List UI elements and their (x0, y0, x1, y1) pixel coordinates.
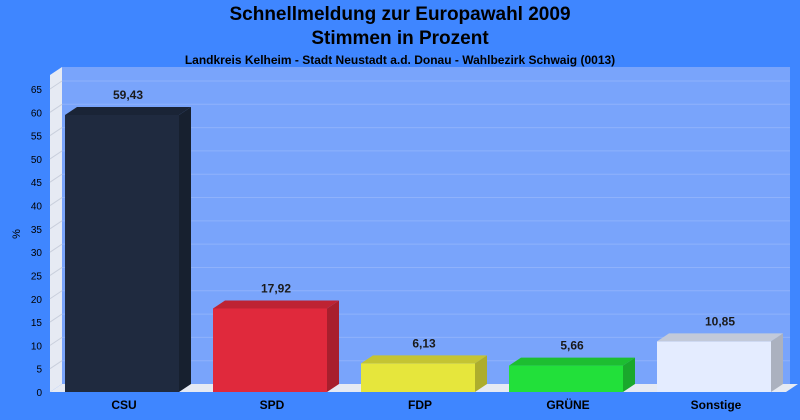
gridline-side (49, 220, 63, 230)
y-axis-ticks: 0 5 10 15 20 25 30 35 40 45 50 55 60 65 (31, 85, 43, 399)
bar-grüne (509, 357, 635, 392)
y-tick-label: 0 (36, 388, 42, 399)
gridline-side (49, 267, 63, 276)
bar-side (623, 357, 635, 392)
gridline-side (49, 313, 63, 323)
gridline-side (49, 336, 63, 346)
y-tick-label: 25 (31, 271, 43, 282)
bar-top (65, 106, 191, 115)
bar-sonstige (657, 333, 783, 392)
bar-top (657, 333, 783, 342)
y-tick-label: 10 (31, 341, 43, 352)
gridline-side (49, 103, 63, 113)
value-label: 17,92 (261, 281, 291, 295)
gridline-side (49, 197, 63, 206)
gridline-side (49, 360, 63, 370)
bar-fdp (361, 355, 487, 392)
y-tick-label: 20 (31, 295, 43, 306)
bar-front (509, 365, 623, 392)
bar-csu (65, 106, 191, 392)
category-label: GRÜNE (546, 397, 589, 412)
bar-side (771, 333, 783, 392)
y-tick-label: 15 (31, 318, 43, 329)
bar-front (657, 341, 771, 392)
chart-caption: Landkreis Kelheim - Stadt Neustadt a.d. … (184, 53, 616, 67)
y-tick-label: 55 (31, 132, 43, 143)
y-tick-label: 60 (31, 108, 43, 119)
bar-front (213, 308, 327, 392)
bar-side (475, 355, 487, 392)
bars (65, 106, 783, 392)
y-tick-label: 45 (31, 178, 43, 189)
bar-front (361, 363, 475, 392)
gridline-side (49, 243, 63, 253)
value-label: 10,85 (705, 314, 735, 328)
bar-top (361, 355, 487, 364)
category-label: SPD (260, 398, 285, 412)
value-label: 5,66 (560, 339, 584, 353)
y-axis-wall (50, 67, 62, 392)
gridline-side (49, 173, 63, 183)
bar-spd (213, 300, 339, 392)
y-tick-label: 50 (31, 155, 43, 166)
bar-side (327, 300, 339, 392)
value-label: 59,43 (113, 88, 143, 102)
y-tick-label: 5 (36, 365, 42, 376)
y-tick-label: 65 (31, 85, 43, 96)
bar-side (179, 106, 191, 392)
category-label: Sonstige (691, 398, 742, 412)
value-label: 6,13 (412, 336, 436, 350)
y-tick-label: 30 (31, 248, 43, 259)
bar-top (213, 300, 339, 309)
chart-subtitle: Stimmen in Prozent (311, 28, 489, 49)
category-label: CSU (111, 398, 136, 412)
gridline-side (49, 150, 63, 160)
category-label: FDP (408, 398, 432, 412)
x-axis-categories: CSU SPD FDP GRÜNE Sonstige (111, 397, 741, 412)
y-axis-label: % (11, 229, 23, 239)
gridline-side (49, 290, 63, 300)
gridline-side (49, 80, 63, 90)
bar-front (65, 114, 179, 392)
chart-title: Schnellmeldung zur Europawahl 2009 (229, 4, 571, 25)
y-tick-label: 40 (31, 202, 43, 213)
y-tick-label: 35 (31, 225, 43, 236)
bar-top (509, 357, 635, 366)
value-labels: 59,43 17,92 6,13 5,66 10,85 (113, 88, 735, 353)
gridline-side (49, 127, 63, 137)
